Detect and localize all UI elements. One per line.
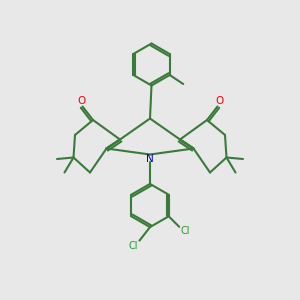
Text: O: O xyxy=(215,96,223,106)
Text: N: N xyxy=(146,154,154,164)
Text: O: O xyxy=(77,96,85,106)
Text: Cl: Cl xyxy=(181,226,190,236)
Text: Cl: Cl xyxy=(129,241,138,251)
